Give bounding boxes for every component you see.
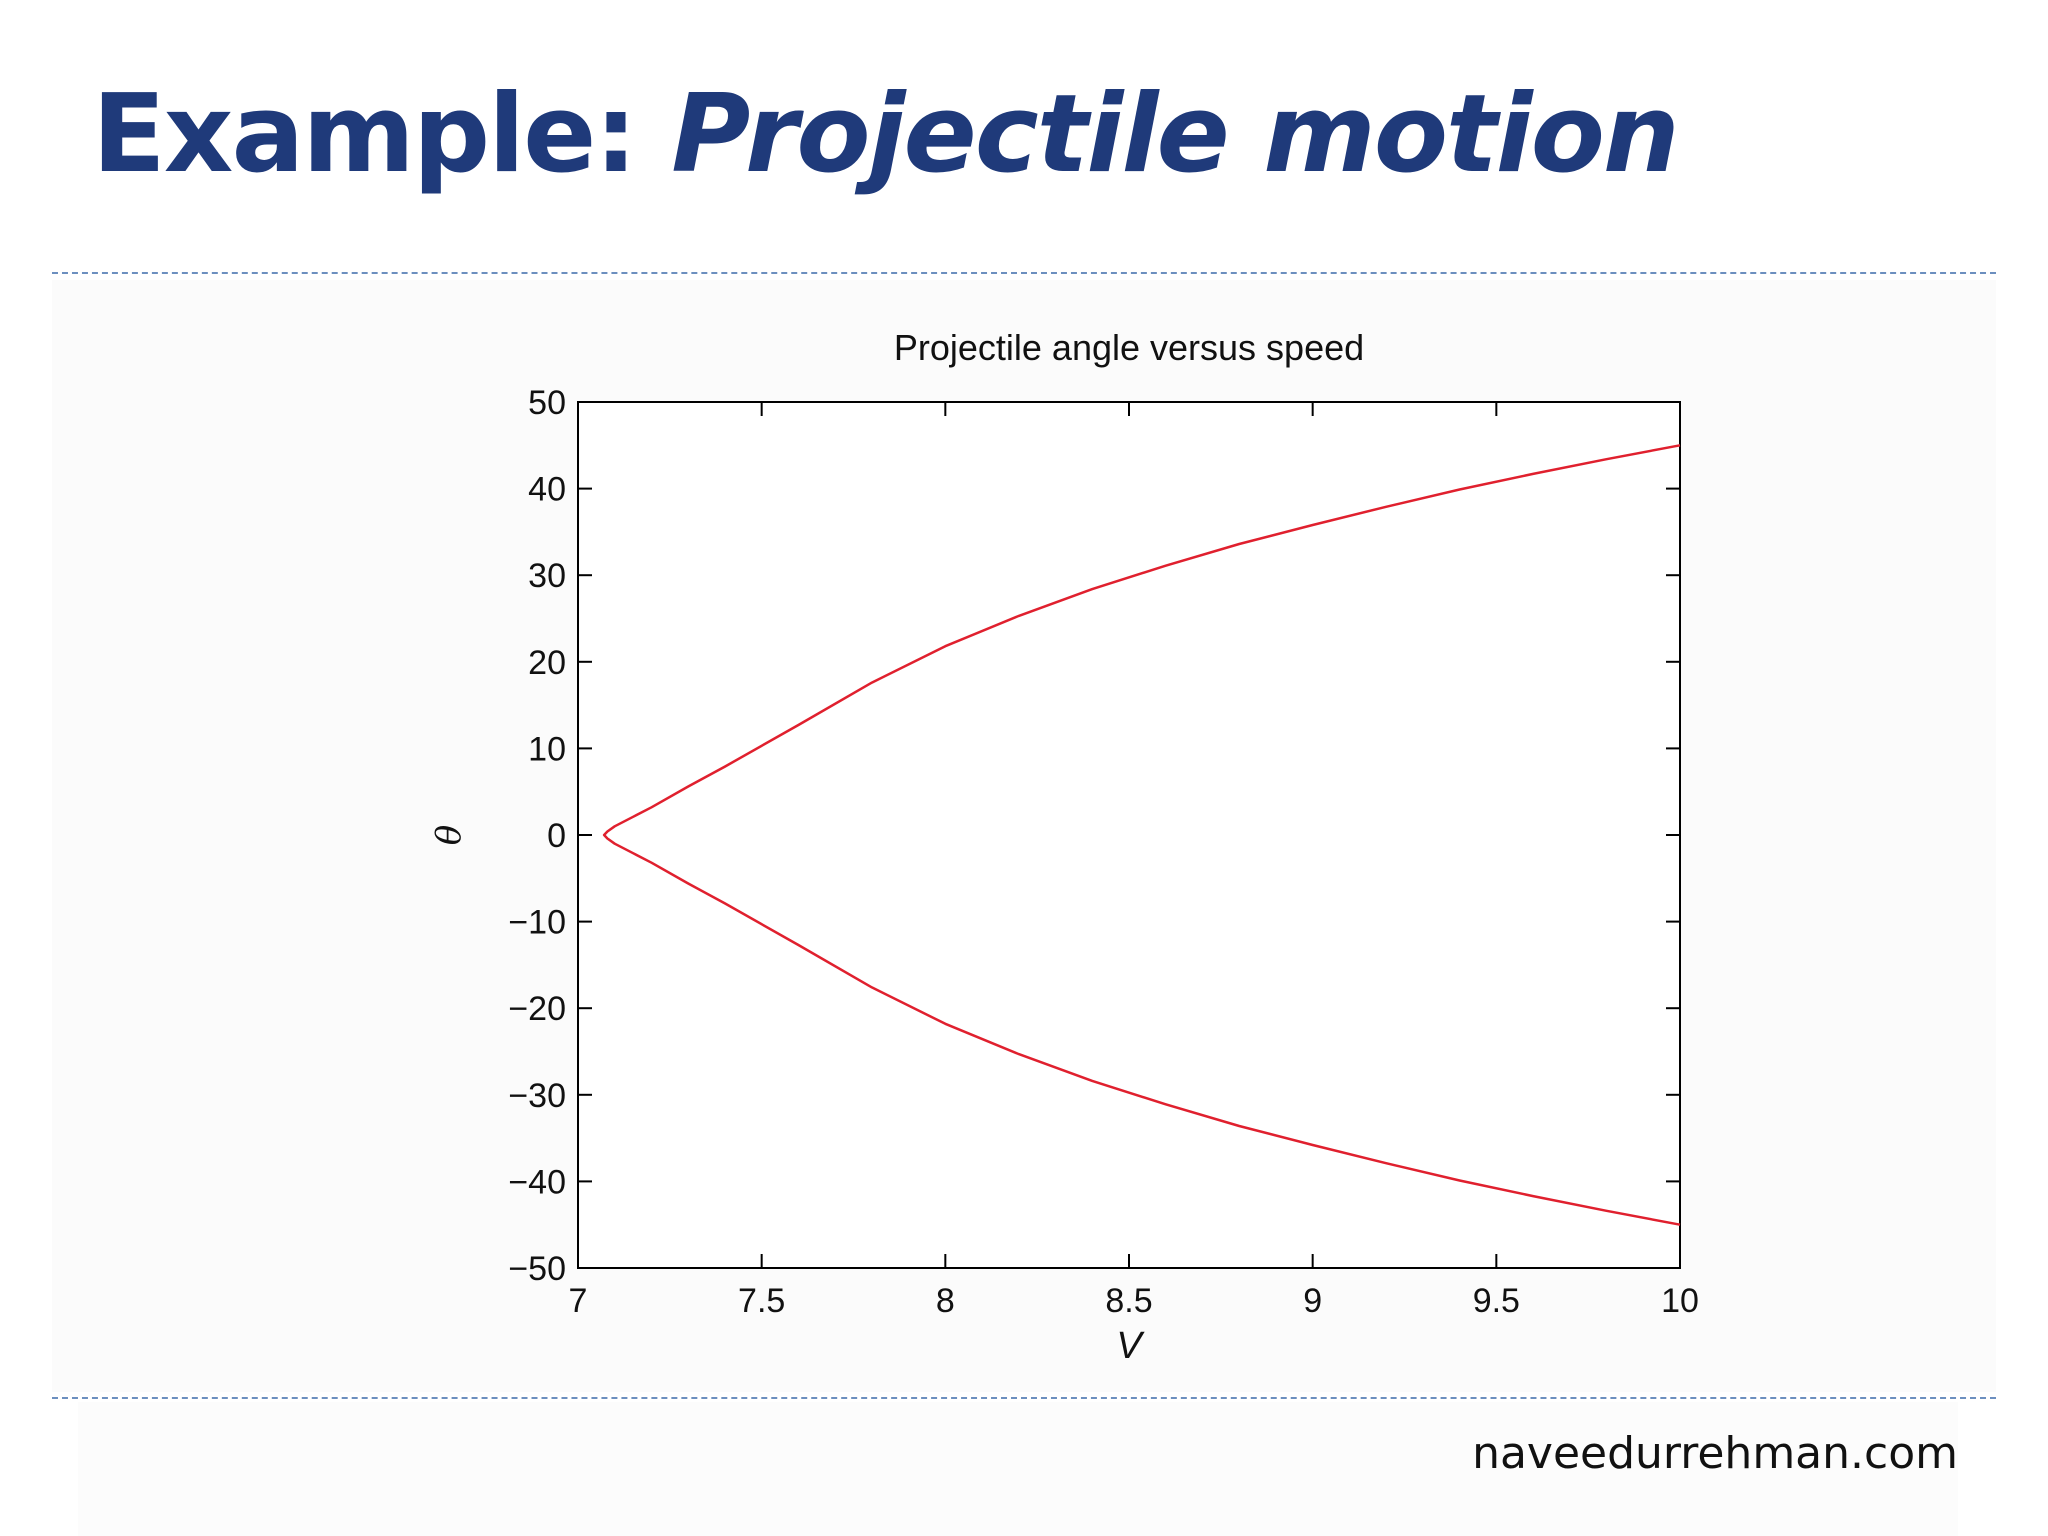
chart: Projectile angle versus speed 7 7.5 8 8.5 9 9… xyxy=(429,327,1699,1367)
y-tick-label: 0 xyxy=(547,817,566,855)
y-tick-label: −20 xyxy=(508,990,566,1028)
x-axis-ticks: 7 7.5 8 8.5 9 9.5 10 xyxy=(569,402,1699,1320)
y-tick-label: 10 xyxy=(528,730,566,768)
slide-title-emphasis: Projectile motion xyxy=(671,72,1680,197)
angle-speed-curve xyxy=(602,444,1681,1226)
y-tick-label: 20 xyxy=(528,644,566,682)
y-axis-ticks: 50 40 30 20 10 0 −10 −20 −30 −40 −50 xyxy=(508,384,1680,1288)
y-tick-label: −50 xyxy=(508,1250,566,1288)
top-divider xyxy=(52,272,1996,274)
x-tick-label: 7.5 xyxy=(738,1282,785,1320)
y-axis-label: θ xyxy=(429,825,469,845)
x-tick-label: 9.5 xyxy=(1473,1282,1520,1320)
x-tick-label: 7 xyxy=(569,1282,588,1320)
footer-panel xyxy=(78,1402,1958,1536)
x-tick-label: 9 xyxy=(1303,1282,1322,1320)
curve-group xyxy=(602,444,1681,1226)
x-tick-label: 8.5 xyxy=(1105,1282,1152,1320)
slide-title: Example: Projectile motion xyxy=(92,70,1680,200)
chart-title: Projectile angle versus speed xyxy=(894,327,1364,368)
slide-title-lead: Example: xyxy=(92,72,672,197)
y-tick-label: −30 xyxy=(508,1077,566,1115)
x-tick-label: 8 xyxy=(936,1282,955,1320)
x-tick-label: 10 xyxy=(1661,1282,1699,1320)
y-tick-label: −40 xyxy=(508,1163,566,1201)
y-tick-label: 40 xyxy=(528,471,566,509)
footer-website: naveedurrehman.com xyxy=(1472,1428,1958,1479)
chart-panel: Projectile angle versus speed 7 7.5 8 8.5 9 9… xyxy=(52,280,1996,1392)
x-axis-label: V xyxy=(1116,1325,1145,1367)
plot-frame xyxy=(577,401,1681,1269)
y-tick-label: 30 xyxy=(528,557,566,595)
y-tick-label: 50 xyxy=(528,384,566,422)
bottom-divider xyxy=(52,1397,1996,1399)
y-tick-label: −10 xyxy=(508,904,566,942)
